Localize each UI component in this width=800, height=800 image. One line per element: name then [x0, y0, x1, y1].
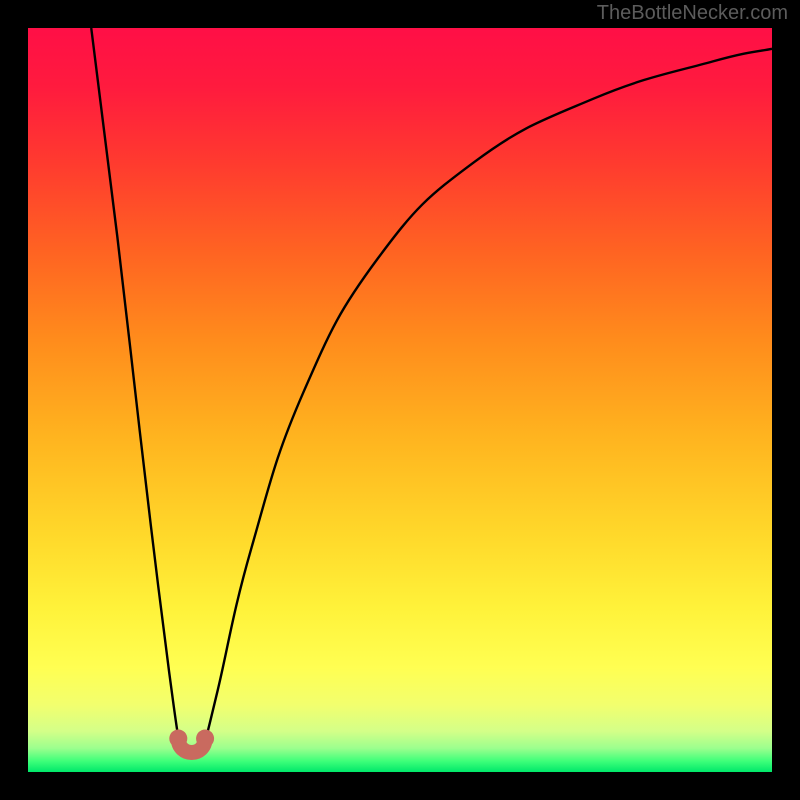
valley-endpoint-left — [169, 730, 187, 748]
curve-right-branch — [203, 49, 772, 751]
chart-stage: TheBottleNecker.com — [0, 0, 800, 800]
bottleneck-curve — [0, 0, 800, 800]
valley-endpoint-right — [196, 730, 214, 748]
watermark-text: TheBottleNecker.com — [597, 2, 788, 25]
curve-left-branch — [91, 28, 180, 751]
